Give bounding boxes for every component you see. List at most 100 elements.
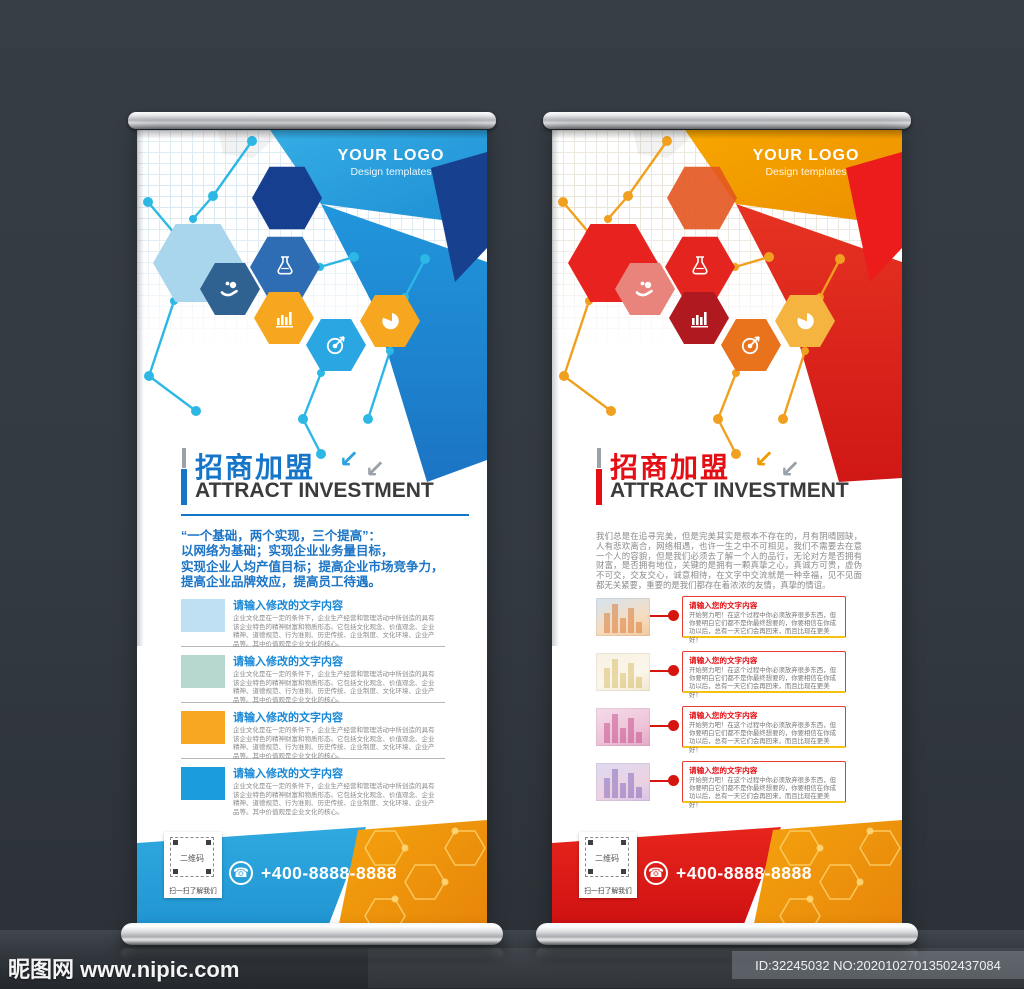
city-photo-thumbnail (596, 763, 650, 801)
banner-base (121, 923, 503, 945)
connector-line (650, 615, 670, 617)
connector-line (650, 780, 670, 782)
arrow-down-left-icon (754, 448, 774, 472)
logo-title: YOUR LOGO (337, 147, 445, 164)
divider (181, 758, 445, 759)
qr-label: 二维码 (180, 854, 204, 863)
qr-dashed-frame: 二维码 (170, 837, 214, 877)
title-english: ATTRACT INVESTMENT (610, 479, 849, 502)
base-reflection (121, 948, 503, 960)
hexagon-molecule-graphic (558, 130, 902, 482)
connector-dot (668, 720, 679, 731)
flask-icon (692, 256, 708, 275)
service-hand-gear-icon (220, 281, 238, 297)
item-body: 企业文化是在一定的条件下，企业生产经营和管理活动中所创造的具有该企业特色的精神财… (233, 615, 435, 648)
list-item: 请输入修改的文字内容 企业文化是在一定的条件下，企业生产经营和管理活动中所创造的… (181, 653, 445, 704)
logo-block: YOUR LOGO Design templates (333, 147, 449, 178)
divider (181, 646, 445, 647)
item-body: 开始努力吧！在这个过程中你必须放弃很多东西，但你要明白它们都不是你最终想要的，你… (689, 667, 836, 699)
banner-canvas: YOUR LOGO Design templates 招商加盟 ATTRACT … (552, 130, 902, 924)
item-body: 企业文化是在一定的条件下，企业生产经营和管理活动中所创造的具有该企业特色的精神财… (233, 727, 435, 760)
title-english: ATTRACT INVESTMENT (195, 479, 434, 502)
item-heading: 请输入您的文字内容 (689, 601, 758, 610)
banner-canvas: YOUR LOGO Design templates 招商加盟 ATTRACT … (137, 130, 487, 924)
item-body: 开始努力吧！在这个过程中你必须放弃很多东西，但你要明白它们都不是你最终想要的，你… (689, 612, 836, 644)
logo-subtitle: Design templates (350, 166, 432, 178)
title-accent-bar (181, 448, 187, 505)
rollup-banner-red: YOUR LOGO Design templates 招商加盟 ATTRACT … (536, 112, 918, 960)
image-id-label: ID:32245032 NO:20201027013502437084 (732, 951, 1024, 979)
item-heading: 请输入您的文字内容 (689, 656, 758, 665)
canvas-edge-shadow (137, 130, 144, 647)
item-body: 开始努力吧！在这个过程中你必须放弃很多东西，但你要明白它们都不是你最终想要的，你… (689, 777, 836, 809)
text-box: 请输入您的文字内容 开始努力吧！在这个过程中你必须放弃很多东西，但你要明白它们都… (682, 596, 846, 644)
arrow-down-left-icon (365, 458, 385, 482)
list-item: 请输入您的文字内容 开始努力吧！在这个过程中你必须放弃很多东西，但你要明白它们都… (590, 651, 858, 706)
color-swatch (181, 767, 225, 800)
floor-reflection (368, 948, 1024, 988)
rollup-banner-blue: YOUR LOGO Design templates 招商加盟 ATTRACT … (121, 112, 503, 960)
canvas-top-shadow (552, 130, 902, 139)
logo-block: YOUR LOGO Design templates (748, 147, 864, 178)
service-hand-gear-icon (635, 281, 653, 297)
target-icon (326, 336, 345, 355)
list-item: 请输入修改的文字内容 企业文化是在一定的条件下，企业生产经营和管理活动中所创造的… (181, 765, 445, 816)
title-accent-bar (596, 448, 602, 505)
text-box: 请输入您的文字内容 开始努力吧！在这个过程中你必须放弃很多东西，但你要明白它们都… (682, 706, 846, 754)
bar-chart-icon (276, 312, 293, 328)
item-heading: 请输入您的文字内容 (689, 766, 758, 775)
arrow-down-left-icon (339, 448, 359, 472)
qr-hint: 扫一扫了解我们 (169, 888, 217, 895)
canvas-edge-shadow (552, 130, 559, 647)
phone-icon (644, 861, 668, 885)
hexagon-pattern-panel (339, 820, 487, 924)
site-watermark: 昵图网 www.nipic.com (8, 957, 240, 982)
phone-row: +400-8888-8888 (229, 861, 397, 885)
qr-code-placeholder: 二维码 扫一扫了解我们 (579, 832, 637, 898)
city-photo-thumbnail (596, 708, 650, 746)
qr-dashed-frame: 二维码 (585, 837, 629, 877)
connector-dot (668, 610, 679, 621)
connector-line (650, 670, 670, 672)
arrow-down-left-icon (780, 458, 800, 482)
phone-number: +400-8888-8888 (676, 862, 812, 883)
list-item: 请输入您的文字内容 开始努力吧！在这个过程中你必须放弃很多东西，但你要明白它们都… (590, 596, 858, 651)
banner-base (536, 923, 918, 945)
phone-icon (229, 861, 253, 885)
content-list: 请输入您的文字内容 开始努力吧！在这个过程中你必须放弃很多东西，但你要明白它们都… (590, 596, 858, 816)
logo-title: YOUR LOGO (752, 147, 860, 164)
base-reflection (536, 948, 918, 960)
item-body: 企业文化是在一定的条件下，企业生产经营和管理活动中所创造的具有该企业特色的精神财… (233, 783, 435, 816)
item-heading: 请输入修改的文字内容 (233, 712, 343, 724)
item-body: 开始努力吧！在这个过程中你必须放弃很多东西，但你要明白它们都不是你最终想要的，你… (689, 722, 836, 754)
bar-chart-icon (691, 312, 708, 328)
item-heading: 请输入修改的文字内容 (233, 656, 343, 668)
list-item: 请输入您的文字内容 开始努力吧！在这个过程中你必须放弃很多东西，但你要明白它们都… (590, 706, 858, 761)
city-photo-thumbnail (596, 598, 650, 636)
item-heading: 请输入您的文字内容 (689, 711, 758, 720)
qr-label: 二维码 (595, 854, 619, 863)
phone-number: +400-8888-8888 (261, 862, 397, 883)
pie-chart-icon (382, 313, 399, 330)
list-item: 请输入您的文字内容 开始努力吧！在这个过程中你必须放弃很多东西，但你要明白它们都… (590, 761, 858, 816)
logo-subtitle: Design templates (765, 166, 847, 178)
text-box: 请输入您的文字内容 开始努力吧！在这个过程中你必须放弃很多东西，但你要明白它们都… (682, 651, 846, 699)
pie-chart-icon (797, 313, 814, 330)
color-swatch (181, 655, 225, 688)
connector-dot (668, 665, 679, 676)
color-swatch (181, 711, 225, 744)
phone-row: +400-8888-8888 (644, 861, 812, 885)
qr-hint: 扫一扫了解我们 (584, 888, 632, 895)
flask-icon (277, 256, 293, 275)
title-chinese: 招商加盟 (195, 452, 316, 483)
banner-top-rail (543, 112, 911, 129)
banner-top-rail (128, 112, 496, 129)
content-list: 请输入修改的文字内容 企业文化是在一定的条件下，企业生产经营和管理活动中所创造的… (181, 597, 445, 816)
text-box: 请输入您的文字内容 开始努力吧！在这个过程中你必须放弃很多东西，但你要明白它们都… (682, 761, 846, 809)
molecule-bonds (147, 140, 427, 455)
hexagon-molecule-graphic (143, 130, 487, 482)
divider (181, 702, 445, 703)
connector-dot (668, 775, 679, 786)
target-icon (741, 336, 760, 355)
item-heading: 请输入修改的文字内容 (233, 768, 343, 780)
